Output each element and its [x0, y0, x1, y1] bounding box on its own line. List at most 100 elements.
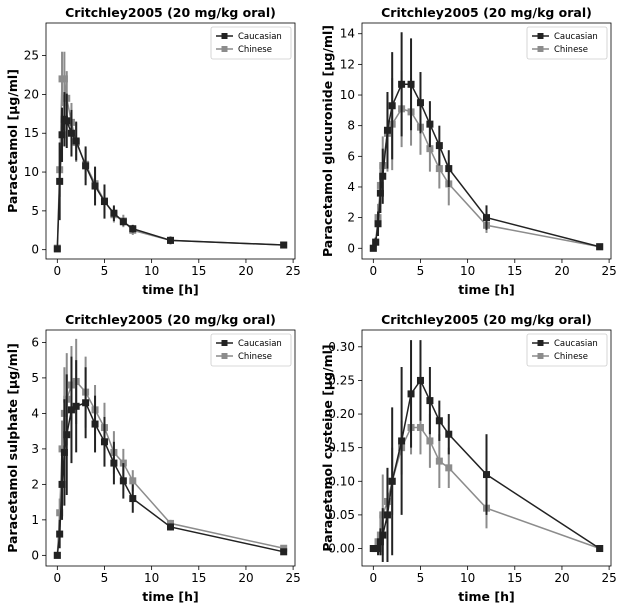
series-line: [56, 401, 284, 556]
y-tick-label: 5: [31, 204, 39, 218]
y-tick-label: 0.05: [328, 508, 355, 522]
y-tick-label: 0.30: [328, 340, 355, 354]
data-point: [60, 75, 68, 83]
chart-title: Critchley2005 (20 mg/kg oral): [65, 5, 276, 20]
x-tick-label: 15: [191, 571, 206, 585]
data-point: [426, 145, 434, 153]
data-point: [426, 397, 434, 405]
y-tick-label: 5: [31, 371, 39, 385]
legend-box: [210, 333, 292, 367]
data-point: [596, 243, 604, 251]
x-tick-label: 10: [144, 571, 159, 585]
data-point: [82, 162, 90, 170]
legend-box: [526, 26, 608, 60]
y-tick-label: 6: [31, 335, 39, 349]
data-point: [483, 471, 490, 479]
data-point: [58, 480, 66, 488]
x-axis-label: time [h]: [458, 282, 514, 297]
data-point: [56, 530, 64, 538]
x-tick-label: 15: [507, 571, 522, 585]
data-point: [280, 241, 288, 249]
plot-frame: [361, 329, 612, 567]
y-tick-label: 0.20: [328, 407, 355, 421]
data-point: [426, 437, 434, 445]
data-point: [53, 245, 61, 253]
chart-title: Critchley2005 (20 mg/kg oral): [65, 312, 276, 327]
y-tick-label: 0.00: [328, 542, 355, 556]
series-caucasian: [53, 92, 288, 253]
x-tick-label: 0: [53, 571, 61, 585]
legend: Caucasian Chinese: [210, 333, 292, 367]
legend-marker: [221, 353, 228, 359]
data-point: [129, 495, 137, 503]
y-tick-label: 8: [347, 119, 355, 133]
legend: Caucasian Chinese: [526, 26, 608, 60]
y-tick-label: 0: [347, 241, 355, 255]
legend-label: Caucasian: [238, 32, 282, 42]
y-tick-label: 4: [31, 406, 39, 420]
x-tick-label: 10: [460, 264, 475, 278]
x-tick-label: 20: [554, 571, 569, 585]
x-tick-label: 10: [460, 571, 475, 585]
data-point: [82, 399, 90, 407]
data-point: [100, 198, 108, 206]
data-point: [60, 448, 68, 456]
data-point: [280, 548, 288, 556]
data-point: [72, 137, 80, 145]
data-point: [110, 459, 118, 467]
y-axis-label: Paracetamol sulphate [μg/ml]: [5, 343, 20, 553]
data-point: [129, 225, 137, 233]
data-point: [129, 477, 137, 485]
data-point: [372, 238, 380, 246]
series-chinese: [53, 51, 288, 252]
x-tick-label: 15: [507, 264, 522, 278]
data-point: [110, 209, 118, 217]
data-point: [119, 218, 127, 226]
legend-label: Caucasian: [554, 32, 598, 42]
legend-box: [526, 333, 608, 367]
y-tick-label: 3: [31, 442, 39, 456]
y-tick-label: 10: [340, 88, 355, 102]
legend-label: Chinese: [554, 352, 588, 362]
data-point: [53, 551, 61, 559]
data-point: [426, 120, 434, 128]
data-point: [374, 220, 382, 228]
data-point: [435, 142, 443, 150]
y-tick-label: 14: [340, 27, 355, 41]
data-point: [58, 131, 66, 139]
data-point: [119, 477, 127, 485]
data-point: [445, 430, 453, 438]
data-point: [383, 511, 391, 519]
x-tick-label: 15: [191, 264, 206, 278]
y-tick-label: 2: [31, 477, 39, 491]
y-tick-label: 1: [31, 513, 39, 527]
data-point: [91, 420, 99, 428]
y-tick-label: 2: [347, 211, 355, 225]
y-tick-label: 25: [24, 49, 39, 63]
y-tick-label: 20: [24, 87, 39, 101]
legend-label: Chinese: [238, 352, 272, 362]
chart-panel: Critchley2005 (20 mg/kg oral) 0 5 10 15 20 25 0…: [320, 5, 617, 297]
series-caucasian: [53, 356, 288, 559]
data-point: [100, 438, 108, 446]
data-point: [63, 117, 71, 125]
legend-label: Chinese: [554, 45, 588, 55]
chart-panel: Critchley2005 (20 mg/kg oral) 0 5 10 15 20 25 0…: [5, 5, 301, 297]
y-axis-label: Paracetamol glucuronide [μg/ml]: [320, 25, 335, 257]
data-point: [445, 464, 453, 472]
data-point: [56, 177, 64, 185]
series-caucasian: [369, 340, 604, 562]
x-tick-label: 25: [601, 571, 616, 585]
x-axis-label: time [h]: [142, 589, 198, 604]
plot-frame: [361, 22, 612, 260]
x-tick-label: 0: [369, 571, 377, 585]
data-point: [67, 406, 75, 414]
x-tick-label: 20: [238, 571, 253, 585]
y-tick-label: 4: [347, 180, 355, 194]
data-point: [435, 417, 443, 425]
data-point: [407, 80, 415, 88]
series-line: [56, 117, 284, 249]
data-point: [398, 437, 406, 445]
x-tick-label: 10: [144, 264, 159, 278]
